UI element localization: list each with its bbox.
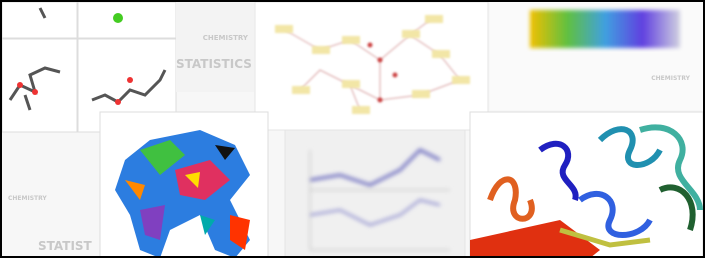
collage: CHEMISTRY STATISTICS CHEMISTRY CHEMISTRY… (0, 0, 705, 258)
protein-tile (470, 112, 703, 258)
tile-label: CHEMISTRY (203, 34, 249, 42)
tile-label: CHEMISTRY (8, 195, 47, 202)
tile-label: STATISTICS (176, 57, 252, 71)
tile-label: STATIST (38, 239, 93, 253)
spectrum-tile: CHEMISTRY (490, 2, 703, 110)
network-tile (255, 2, 488, 130)
text-tile (176, 2, 254, 92)
globe-tile (100, 112, 268, 258)
line-chart-tile (285, 130, 465, 258)
tile-label: CHEMISTRY (651, 75, 690, 82)
